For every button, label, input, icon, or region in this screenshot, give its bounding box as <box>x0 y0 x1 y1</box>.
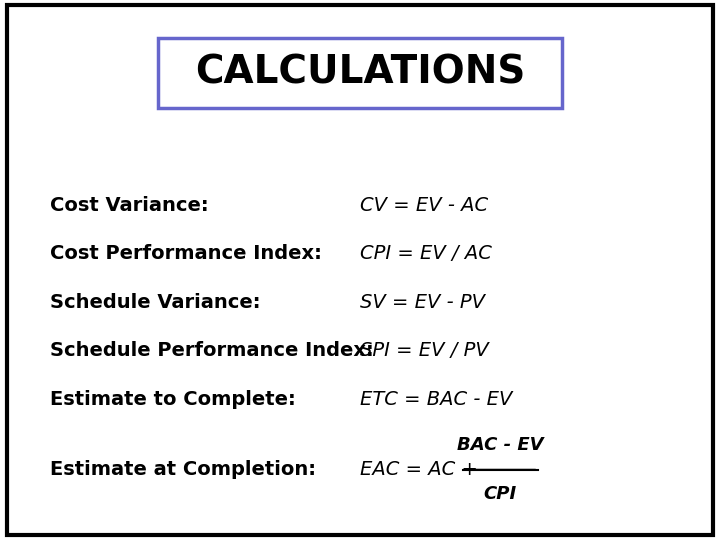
Text: SPI = EV / PV: SPI = EV / PV <box>360 341 489 361</box>
Text: ETC = BAC - EV: ETC = BAC - EV <box>360 390 513 409</box>
Text: Cost Variance:: Cost Variance: <box>50 195 209 215</box>
Text: CPI: CPI <box>484 485 517 503</box>
FancyBboxPatch shape <box>7 5 713 535</box>
Text: EAC = AC +: EAC = AC + <box>360 460 484 480</box>
Text: BAC - EV: BAC - EV <box>457 436 544 455</box>
Text: CALCULATIONS: CALCULATIONS <box>195 54 525 92</box>
Text: CV = EV - AC: CV = EV - AC <box>360 195 488 215</box>
Text: CPI = EV / AC: CPI = EV / AC <box>360 244 492 264</box>
Text: Cost Performance Index:: Cost Performance Index: <box>50 244 323 264</box>
Text: SV = EV - PV: SV = EV - PV <box>360 293 485 312</box>
Text: Estimate at Completion:: Estimate at Completion: <box>50 460 316 480</box>
FancyBboxPatch shape <box>158 38 562 108</box>
Text: Schedule Performance Index:: Schedule Performance Index: <box>50 341 374 361</box>
Text: Estimate to Complete:: Estimate to Complete: <box>50 390 296 409</box>
Text: Schedule Variance:: Schedule Variance: <box>50 293 261 312</box>
